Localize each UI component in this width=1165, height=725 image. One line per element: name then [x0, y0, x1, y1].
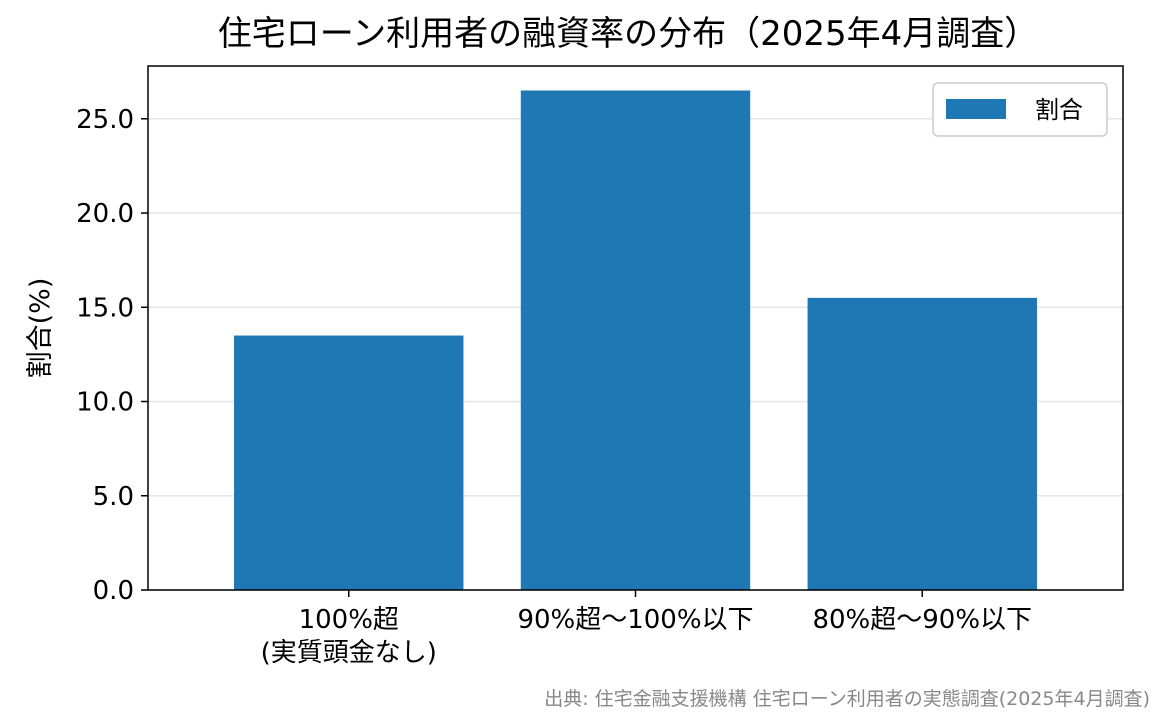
bar: [234, 335, 464, 590]
y-tick-label: 15.0: [76, 293, 134, 323]
y-axis: 0.0 5.0 10.0 15.0 20.0 25.0: [76, 105, 148, 606]
x-tick-label: 100%超: [299, 605, 399, 635]
y-tick-label: 25.0: [76, 105, 134, 135]
y-tick-label: 5.0: [93, 482, 134, 512]
source-note: 出典: 住宅金融支援機構 住宅ローン利用者の実態調査(2025年4月調査): [544, 688, 1150, 710]
legend-swatch: [946, 99, 1006, 119]
x-axis: 100%超(実質頭金なし) 90%超～100%以下 80%超～90%以下: [261, 590, 1032, 668]
legend: 割合: [932, 82, 1108, 137]
legend-label: 割合: [1035, 96, 1083, 124]
x-tick-label: 90%超～100%以下: [517, 605, 753, 635]
y-tick-label: 10.0: [76, 388, 134, 418]
bars: [234, 90, 1037, 590]
y-axis-label: 割合(%): [25, 278, 56, 379]
x-tick-label: (実質頭金なし): [261, 638, 437, 668]
y-tick-label: 20.0: [76, 199, 134, 229]
y-tick-label: 0.0: [93, 576, 134, 606]
bar: [807, 297, 1037, 590]
chart-title: 住宅ローン利用者の融資率の分布（2025年4月調査）: [218, 14, 1038, 54]
bar: [520, 90, 751, 590]
x-tick-label: 80%超～90%以下: [812, 605, 1032, 635]
legend-box: [932, 82, 1108, 137]
